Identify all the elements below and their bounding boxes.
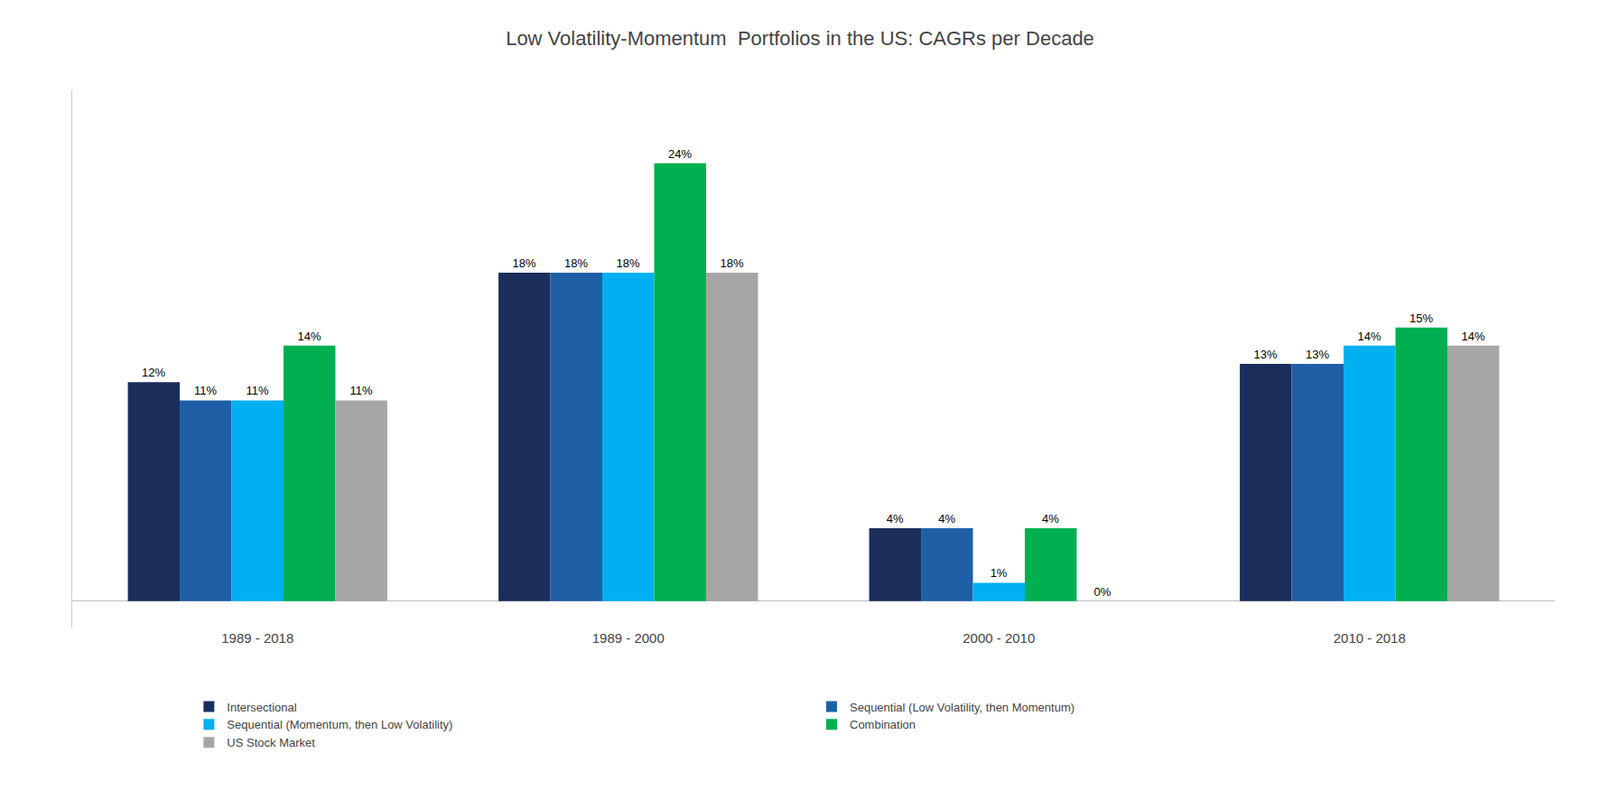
svg-text:4%: 4% (1041, 511, 1060, 526)
svg-text:US Stock Market: US Stock Market (226, 735, 316, 750)
svg-text:4%: 4% (886, 511, 904, 526)
svg-text:15%: 15% (1409, 311, 1433, 326)
svg-text:11%: 11% (194, 383, 217, 398)
svg-text:Low Volatility-Momentum Portf: Low Volatility-Momentum Portfolios in th… (505, 27, 1095, 50)
svg-text:2000 - 2010: 2000 - 2010 (962, 630, 1035, 646)
svg-text:13%: 13% (1305, 347, 1330, 362)
svg-text:1989 - 2000: 1989 - 2000 (592, 630, 665, 646)
svg-text:Sequential (Low Volatility, th: Sequential (Low Volatility, then Momentu… (849, 700, 1075, 715)
svg-text:18%: 18% (616, 256, 641, 270)
svg-text:11%: 11% (246, 383, 270, 398)
svg-text:Intersectional: Intersectional (226, 700, 297, 715)
svg-text:18%: 18% (512, 256, 537, 270)
svg-text:11%: 11% (349, 383, 373, 398)
svg-text:1%: 1% (990, 566, 1008, 580)
svg-text:14%: 14% (1358, 329, 1382, 344)
svg-text:14%: 14% (297, 329, 321, 344)
svg-text:14%: 14% (1460, 329, 1485, 344)
svg-text:Combination: Combination (849, 717, 916, 732)
svg-text:18%: 18% (564, 256, 588, 270)
svg-text:24%: 24% (668, 147, 692, 161)
svg-text:13%: 13% (1254, 347, 1278, 362)
svg-text:1989 - 2018: 1989 - 2018 (221, 630, 294, 646)
svg-text:12%: 12% (141, 365, 166, 380)
svg-text:0%: 0% (1094, 585, 1112, 599)
svg-text:Sequential (Momentum, then Low: Sequential (Momentum, then Low Volatilit… (226, 717, 453, 732)
svg-text:4%: 4% (938, 511, 956, 526)
svg-text:2010 - 2018: 2010 - 2018 (1333, 630, 1406, 646)
svg-text:18%: 18% (719, 256, 744, 270)
